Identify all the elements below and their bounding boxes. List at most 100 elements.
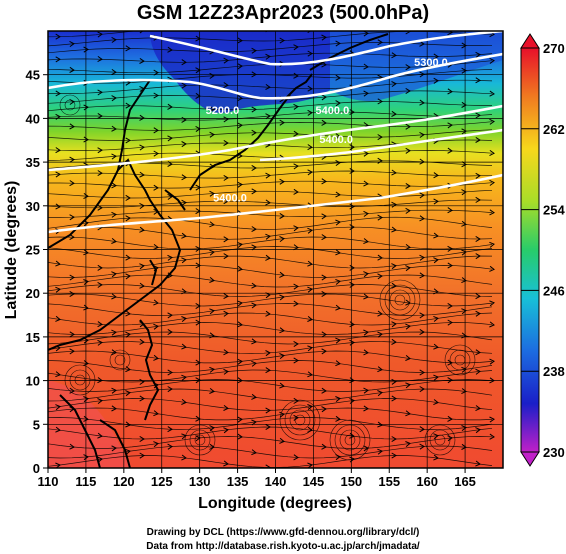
streamline-arrow	[405, 299, 411, 306]
streamline-arrow	[489, 179, 495, 186]
streamline-arrow	[363, 405, 369, 412]
streamline-arrow	[167, 193, 173, 200]
streamline-arrow	[181, 399, 187, 405]
eddy-streamline	[379, 279, 421, 321]
streamline-arrow	[125, 102, 131, 109]
streamline-arrow	[55, 260, 61, 267]
streamline-arrow	[433, 315, 439, 322]
credit-data-source: Data from http://database.rish.kyoto-u.a…	[146, 541, 420, 552]
streamline-arrow	[307, 227, 313, 234]
streamline-arrow	[391, 52, 397, 59]
eddy-streamline	[64, 364, 96, 396]
streamline-arrow	[489, 90, 495, 97]
streamline-arrow	[251, 302, 257, 309]
streamline-arrow	[167, 312, 173, 319]
streamline-arrow	[489, 321, 495, 328]
streamline-arrow	[447, 302, 453, 310]
contour-label: 5400.0	[319, 134, 353, 146]
streamline-arrow	[447, 207, 453, 214]
streamline-arrow	[97, 456, 103, 463]
streamline-arrow	[363, 349, 369, 356]
streamline-arrow	[489, 241, 495, 248]
streamline-arrow	[111, 349, 117, 356]
streamline-arrow	[391, 338, 397, 345]
streamline-arrow	[377, 366, 383, 373]
streamline-arrow	[475, 310, 481, 317]
streamline-arrow	[69, 387, 75, 394]
southeast-asia	[59, 394, 101, 468]
streamline-arrow	[167, 46, 173, 53]
streamline-arrow	[153, 299, 159, 306]
streamline-arrow	[251, 338, 257, 345]
streamline-arrow	[167, 328, 173, 336]
streamline-arrow	[83, 454, 89, 461]
y-tick-label: 10	[26, 374, 40, 389]
streamline-arrow	[209, 72, 215, 79]
streamline	[48, 417, 493, 430]
streamline	[48, 150, 493, 161]
streamline-arrow	[377, 254, 383, 261]
streamline-arrow	[223, 349, 229, 356]
streamline-arrow	[279, 271, 285, 278]
streamline-arrow	[335, 415, 341, 422]
streamline-arrow	[321, 387, 327, 394]
streamline-arrow	[405, 182, 411, 189]
streamline-arrow	[475, 112, 481, 119]
streamline-arrow	[153, 92, 159, 99]
streamline-arrow	[111, 153, 117, 160]
streamline-arrow	[167, 443, 173, 450]
coastlines	[48, 33, 389, 468]
streamline-arrow	[321, 94, 327, 101]
streamline-arrow	[279, 327, 285, 334]
streamline-arrow	[475, 235, 481, 243]
streamline-arrow	[139, 263, 145, 270]
streamline-arrow	[125, 254, 131, 261]
streamline-arrow	[223, 57, 229, 64]
streamline	[48, 388, 493, 402]
streamline-arrow	[223, 427, 229, 434]
streamline-arrow	[97, 432, 103, 439]
streamline-arrow	[209, 131, 215, 138]
y-tick-label: 15	[26, 330, 40, 345]
contour-5400	[48, 173, 503, 234]
streamline-arrow	[335, 278, 341, 285]
streamline-arrow	[419, 254, 425, 261]
x-tick-label: 160	[416, 474, 438, 489]
streamline-arrow	[237, 300, 243, 307]
streamline-arrow	[377, 448, 383, 455]
streamline-arrow	[293, 244, 299, 251]
streamline-arrow	[307, 50, 313, 57]
x-tick-label: 155	[378, 474, 400, 489]
streamline-arrow	[153, 244, 159, 250]
streamline-arrow	[307, 371, 313, 378]
x-tick-label: 130	[189, 474, 211, 489]
japan-honshu	[189, 94, 291, 191]
cold-trough-region	[150, 31, 330, 114]
streamline	[48, 322, 493, 335]
streamlines	[48, 31, 495, 468]
eddy-streamline	[394, 294, 406, 306]
streamline-arrow	[391, 436, 397, 443]
streamline-arrow	[265, 199, 271, 206]
eddy-streamline	[59, 94, 81, 116]
streamline-arrow	[125, 421, 131, 428]
streamline-arrow	[307, 85, 313, 92]
eddy-streamline	[449, 349, 471, 371]
streamline-arrow	[265, 350, 271, 357]
streamline-arrow	[447, 377, 453, 384]
streamline-arrow	[125, 194, 131, 201]
streamline-arrow	[69, 66, 75, 73]
streamline-arrow	[69, 331, 75, 338]
streamline-arrow	[321, 348, 327, 355]
x-tick-label: 115	[75, 474, 96, 489]
streamline	[48, 360, 493, 373]
streamline-arrow	[293, 72, 299, 79]
streamline-arrow	[293, 283, 299, 290]
streamline-arrow	[433, 77, 439, 84]
streamline-arrow	[335, 191, 341, 198]
eddy-streamline	[64, 99, 76, 111]
streamline-arrow	[125, 45, 131, 52]
streamline-arrow	[111, 211, 117, 218]
streamline-arrow	[405, 441, 411, 447]
